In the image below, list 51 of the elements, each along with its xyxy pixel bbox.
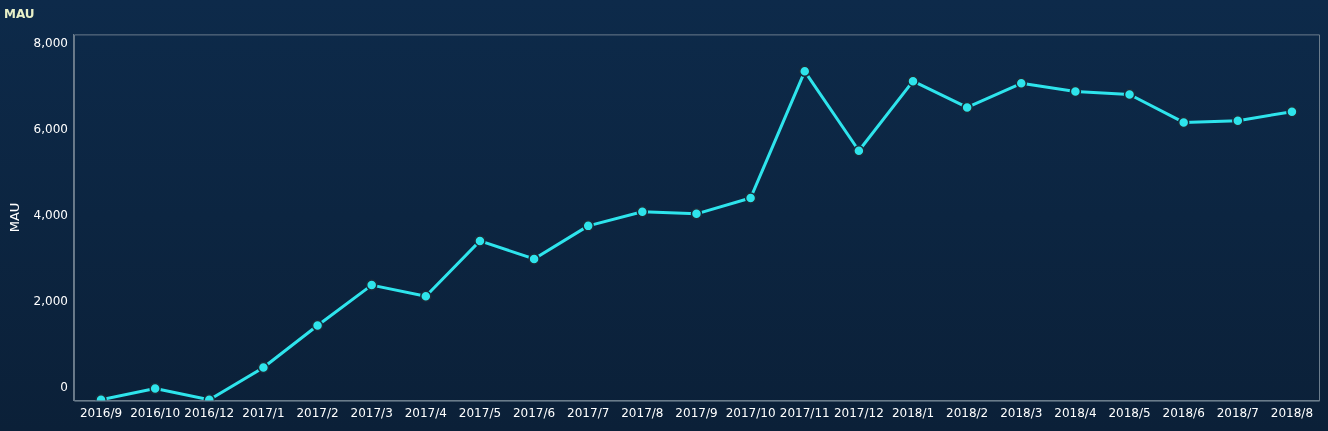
x-tick-label: 2017/7 [567, 405, 610, 420]
y-tick-label: 8,000 [33, 36, 68, 51]
x-tick-label: 2017/4 [404, 405, 447, 420]
y-tick-label: 4,000 [33, 208, 68, 223]
point [1177, 116, 1190, 129]
x-tick-label: 2018/5 [1108, 405, 1151, 420]
point [690, 208, 703, 220]
x-tick-label: 2016/12 [184, 405, 235, 420]
chart-title: MAU [4, 7, 35, 22]
x-tick-label: 2017/11 [779, 405, 830, 420]
x-tick-label: 2018/4 [1054, 405, 1097, 420]
point [474, 235, 486, 247]
point [1015, 77, 1028, 90]
point [528, 253, 540, 265]
x-tick-label: 2017/3 [350, 405, 393, 420]
point [365, 279, 378, 291]
x-tick-label: 2017/1 [242, 405, 285, 420]
x-tick-label: 2017/2 [296, 405, 339, 420]
x-tick-label: 2018/1 [891, 405, 935, 420]
x-tick-label: 2016/9 [79, 405, 123, 420]
x-tick-label: 2016/10 [130, 405, 181, 420]
x-tick-label: 2017/9 [675, 405, 718, 420]
x-tick-label: 2018/8 [1270, 405, 1314, 420]
point [636, 205, 649, 218]
point [1123, 88, 1136, 101]
point [798, 65, 811, 78]
y-axis-title: MAU [7, 202, 23, 233]
point [853, 144, 865, 157]
y-tick-label: 6,000 [33, 122, 68, 137]
point [744, 192, 757, 204]
x-tick-label: 2018/7 [1216, 405, 1259, 420]
y-tick-label: 0 [60, 379, 68, 394]
point [1232, 114, 1244, 127]
point [961, 101, 973, 114]
point [1069, 85, 1082, 98]
point [311, 319, 324, 332]
point [149, 382, 161, 395]
point [420, 290, 432, 303]
point [257, 361, 270, 374]
x-tick-label: 2017/10 [725, 405, 776, 420]
point [1286, 105, 1298, 118]
y-tick-label: 2,000 [33, 293, 68, 308]
point [907, 75, 919, 87]
x-tick-label: 2017/6 [512, 405, 556, 420]
x-tick-label: 2017/5 [458, 405, 502, 420]
x-tick-label: 2018/3 [1000, 405, 1043, 420]
point [582, 220, 594, 232]
x-tick-label: 2018/6 [1162, 405, 1205, 420]
x-tick-label: 2017/8 [621, 405, 664, 420]
x-tick-label: 2018/2 [946, 405, 989, 420]
x-tick-label: 2017/12 [833, 405, 884, 420]
